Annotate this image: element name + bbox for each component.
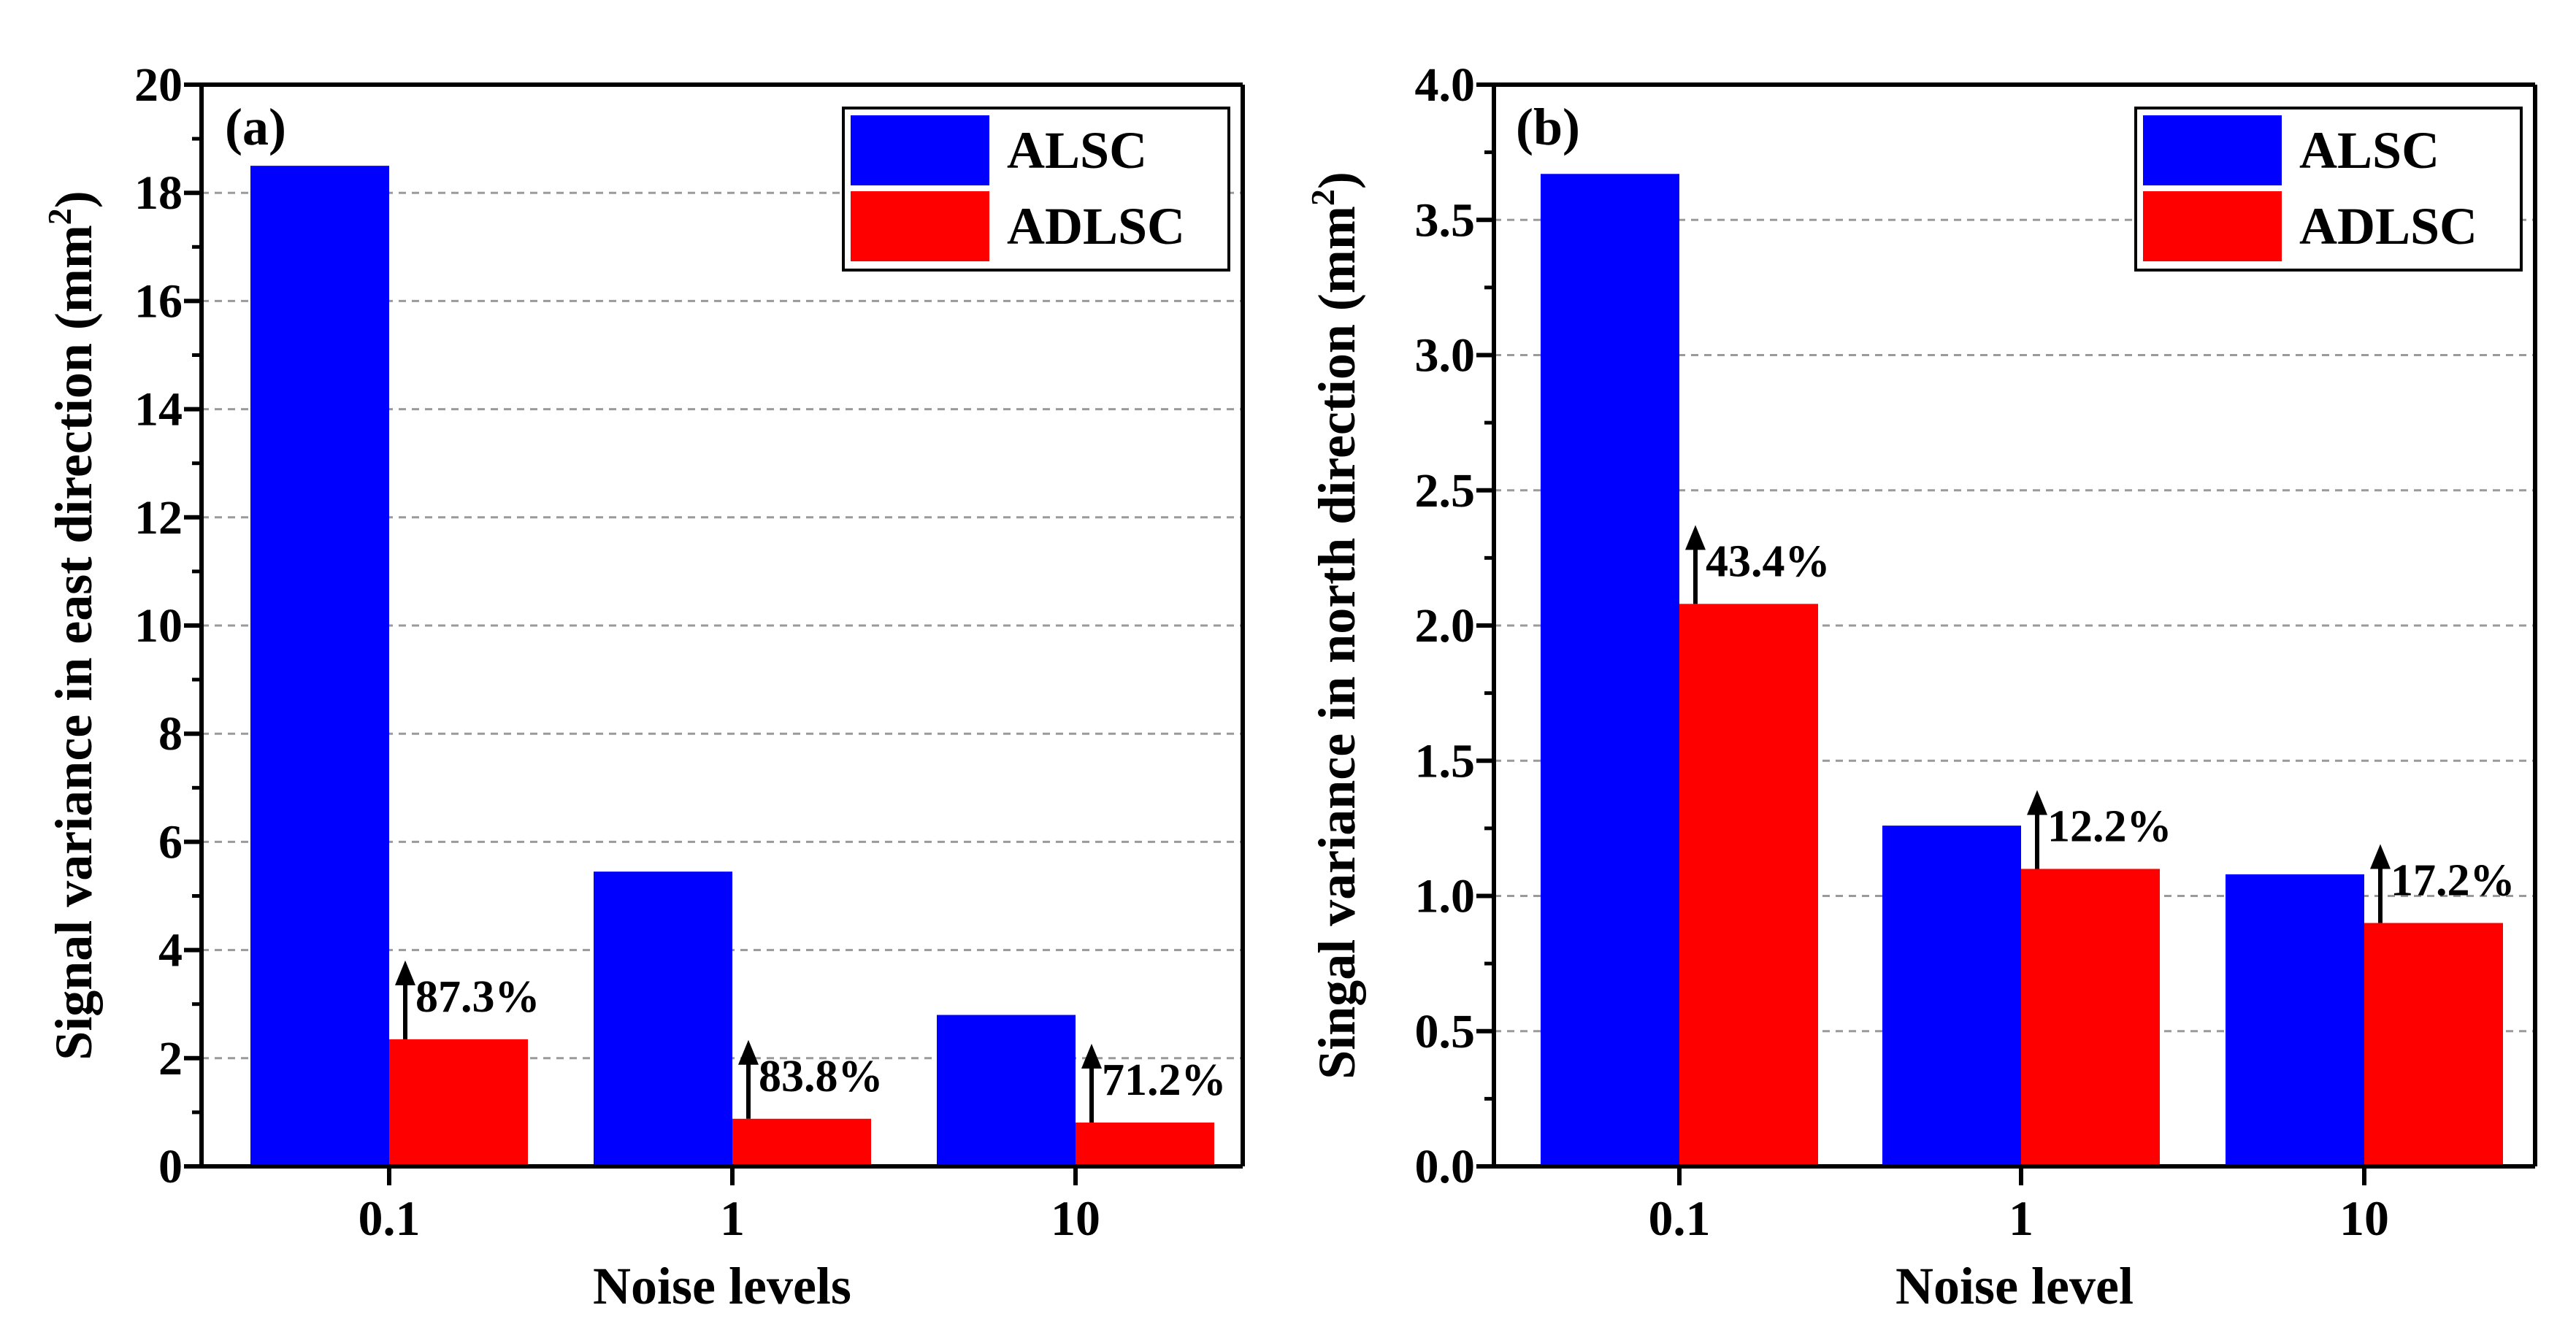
bar-adlsc	[1679, 604, 1818, 1166]
panel-label: (b)	[1516, 98, 1580, 156]
y-tick-label: 20	[134, 58, 183, 112]
y-tick-label: 6	[158, 815, 183, 869]
y-tick-label: 3.5	[1415, 193, 1476, 247]
annotation-arrow-head	[2027, 790, 2047, 815]
annotation-arrow-head	[395, 960, 415, 985]
y-tick-label: 4.0	[1415, 58, 1476, 112]
y-axis-title-text: Singal variance in north direction (mm	[1308, 206, 1366, 1080]
bar-adlsc	[732, 1118, 871, 1166]
x-axis-title: Noise level	[1895, 1257, 2134, 1315]
legend-swatch-alsc	[851, 115, 989, 185]
x-tick-label: 1	[2009, 1190, 2033, 1246]
legend-label-adlsc: ADLSC	[1007, 197, 1185, 255]
bar-adlsc	[2364, 923, 2503, 1166]
legend-label-adlsc: ADLSC	[2299, 197, 2477, 255]
legend: ALSC ADLSC	[842, 107, 1230, 272]
bar-alsc	[1882, 826, 2021, 1166]
chart-panel-a: 87.3% 83.8% 71.2% 0 2 4 6 8 10 12 14 16 18 20 0.1 1 10 No…	[41, 58, 1245, 1315]
y-axis-title-end: )	[1308, 172, 1366, 189]
annotation-label: 12.2%	[2047, 801, 2172, 851]
bar-alsc	[937, 1015, 1076, 1166]
x-tick-label: 0.1	[359, 1190, 421, 1246]
panel-label: (a)	[225, 98, 286, 156]
annotation-arrow-head	[2370, 844, 2391, 869]
y-tick-label: 10	[134, 599, 183, 653]
legend-swatch-adlsc	[2143, 191, 2282, 261]
y-axis-title-superscript: 2	[41, 208, 78, 225]
bar-adlsc	[389, 1039, 528, 1166]
bar-alsc	[1541, 174, 1679, 1166]
annotation-arrow-head	[1685, 525, 1706, 550]
y-tick-label: 0	[158, 1140, 183, 1193]
bar-alsc	[594, 871, 732, 1166]
legend: ALSC ADLSC	[2134, 107, 2523, 272]
bar-alsc	[250, 166, 389, 1166]
y-tick-label: 3.0	[1415, 329, 1476, 382]
y-tick-label: 2.5	[1415, 464, 1476, 517]
y-axis-title-text: Signal variance in east direction (mm	[45, 225, 103, 1061]
annotation-label: 17.2%	[2391, 856, 2515, 906]
annotation-label: 87.3%	[415, 972, 540, 1022]
y-tick-label: 0.5	[1415, 1005, 1476, 1058]
y-tick-label: 2	[158, 1032, 183, 1085]
annotation-label: 43.4%	[1706, 536, 1831, 586]
x-tick-label: 10	[1051, 1190, 1100, 1246]
x-tick-label: 10	[2339, 1190, 2389, 1246]
y-tick-label: 12	[134, 491, 183, 544]
bar-adlsc	[2021, 869, 2160, 1166]
annotation-label: 83.8%	[759, 1052, 883, 1101]
x-tick-label: 1	[720, 1190, 745, 1246]
y-tick-label: 0.0	[1415, 1140, 1476, 1193]
y-tick-label: 14	[134, 383, 183, 436]
x-axis-title: Noise levels	[593, 1257, 851, 1315]
legend-label-alsc: ALSC	[1007, 121, 1147, 180]
annotation-arrow-head	[1081, 1043, 1102, 1069]
y-tick-label: 8	[158, 707, 183, 761]
y-tick-label: 16	[134, 274, 183, 328]
y-tick-label: 2.0	[1415, 599, 1476, 653]
legend-swatch-adlsc	[851, 191, 989, 261]
y-axis-title: Signal variance in east direction (mm2)	[41, 191, 103, 1061]
y-axis-title-end: )	[45, 191, 103, 208]
chart-panel-b: 43.4% 12.2% 17.2% 0.0 0.5 1.0 1.5 2.0 2.5 3.0 3.5 4…	[1304, 58, 2537, 1315]
y-tick-label: 1.0	[1415, 870, 1476, 923]
y-tick-label: 4	[158, 924, 183, 977]
legend-label-alsc: ALSC	[2299, 121, 2439, 180]
bar-adlsc	[1076, 1122, 1214, 1166]
y-axis-title-superscript: 2	[1304, 189, 1341, 206]
annotation-arrow-head	[738, 1039, 759, 1065]
annotation-label: 71.2%	[1102, 1055, 1227, 1105]
y-axis-title: Singal variance in north direction (mm2)	[1304, 172, 1366, 1080]
x-tick-label: 0.1	[1649, 1190, 1711, 1246]
y-tick-label: 1.5	[1415, 734, 1476, 788]
y-tick-label: 18	[134, 166, 183, 220]
bar-alsc	[2226, 874, 2364, 1166]
legend-swatch-alsc	[2143, 115, 2282, 185]
